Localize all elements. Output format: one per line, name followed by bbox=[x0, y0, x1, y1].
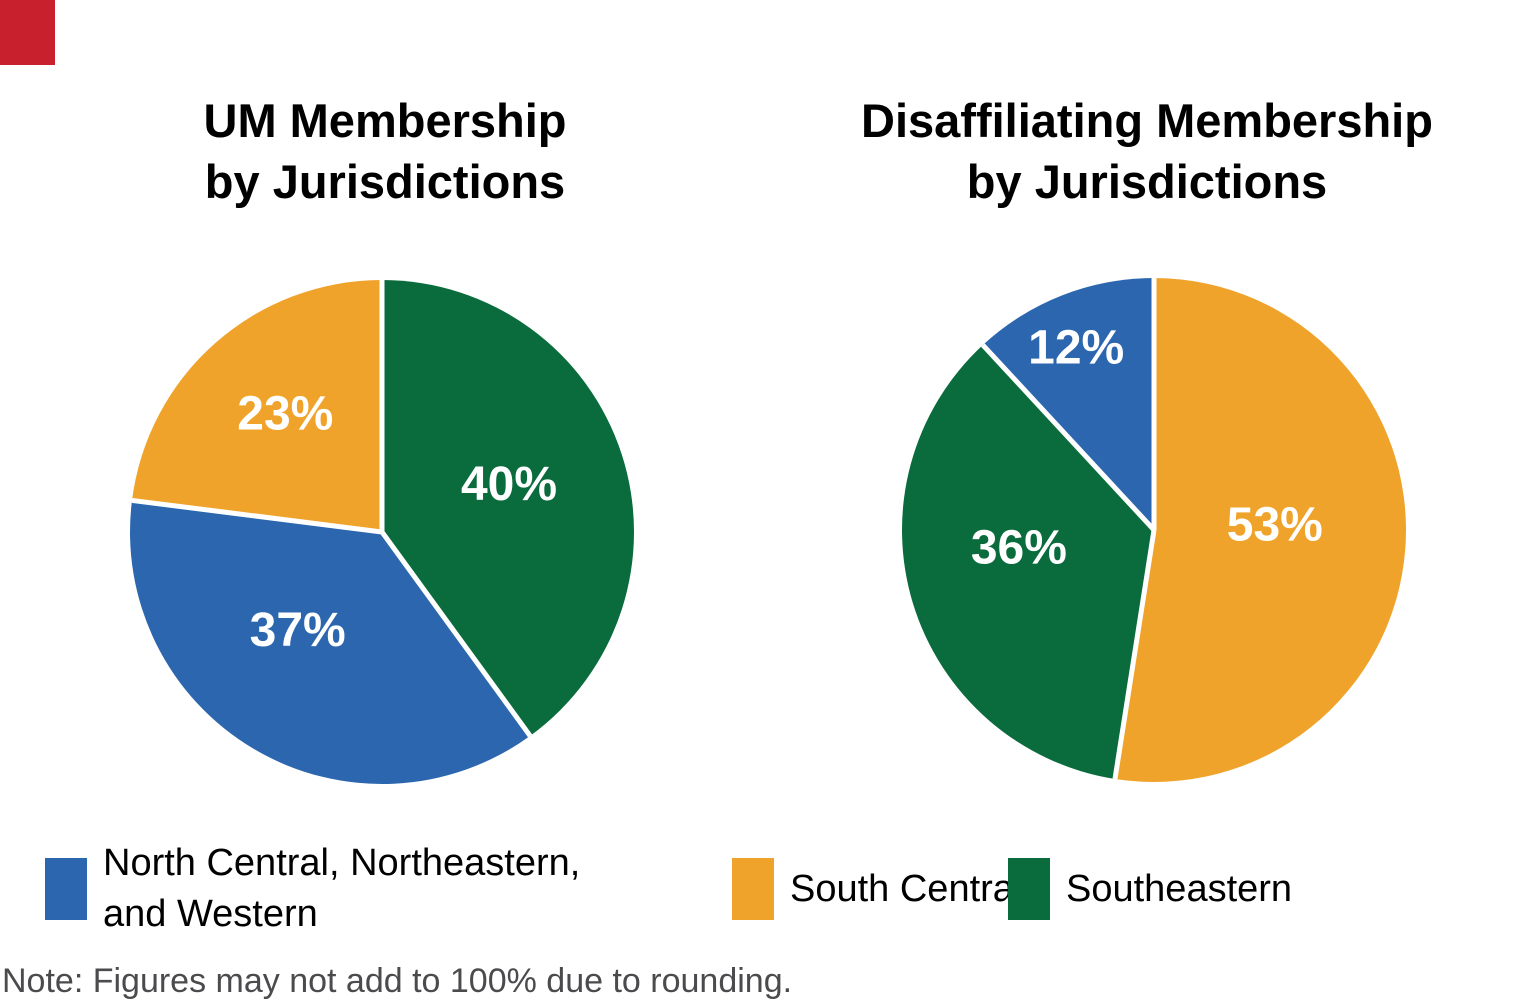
right-chart-title: Disaffiliating Membership by Jurisdictio… bbox=[758, 90, 1536, 212]
right-chart-title-line-1: Disaffiliating Membership bbox=[861, 94, 1433, 147]
legend-swatch-green bbox=[1008, 858, 1050, 920]
legend-label-south-central: South Central bbox=[790, 864, 1022, 915]
pie-slice-blue bbox=[130, 500, 531, 784]
legend-item-north-central: North Central, Northeastern, and Western bbox=[45, 839, 580, 939]
right-chart-title-line-2: by Jurisdictions bbox=[966, 155, 1328, 208]
slice-separator-line bbox=[981, 343, 1156, 532]
pie-chart-disaffiliating-membership: 53% 36% 12% bbox=[902, 278, 1406, 782]
slice-separator-line bbox=[131, 497, 383, 535]
pie-slice-orange bbox=[1114, 278, 1406, 782]
pie-chart-um-membership: 40% 37% 23% bbox=[130, 280, 634, 784]
pie-slice-label: 12% bbox=[1028, 322, 1124, 375]
pie-slice-label: 53% bbox=[1227, 499, 1323, 552]
left-chart-title-line-2: by Jurisdictions bbox=[204, 155, 566, 208]
pie-slice-label: 37% bbox=[250, 604, 346, 657]
footnote: Note: Figures may not add to 100% due to… bbox=[2, 962, 793, 1000]
slice-separator-line bbox=[1112, 529, 1157, 780]
pie-slice-blue bbox=[982, 278, 1154, 530]
legend-swatch-orange bbox=[732, 858, 774, 920]
left-chart-title: UM Membership by Jurisdictions bbox=[0, 90, 770, 212]
pie-slice-green bbox=[902, 345, 1154, 779]
pie-slice-green bbox=[382, 280, 634, 736]
legend-label-north-central: North Central, Northeastern, and Western bbox=[103, 838, 580, 940]
pie-slice-label: 36% bbox=[971, 522, 1067, 575]
pie-slice-label: 40% bbox=[461, 458, 557, 511]
legend-label-line: North Central, Northeastern, bbox=[103, 842, 581, 884]
legend-label-line: Southeastern bbox=[1066, 867, 1293, 910]
pie-slice-orange bbox=[131, 280, 382, 532]
left-chart-title-line-1: UM Membership bbox=[203, 94, 567, 147]
pie-slice-label: 23% bbox=[237, 388, 333, 441]
corner-red-block bbox=[0, 0, 55, 65]
legend-swatch-blue bbox=[45, 858, 87, 920]
legend-label-southeastern: Southeastern bbox=[1066, 864, 1292, 915]
legend-label-line: South Central bbox=[790, 867, 1023, 910]
legend-item-south-central: South Central bbox=[732, 858, 1022, 920]
legend-label-line: and Western bbox=[103, 893, 318, 935]
legend-item-southeastern: Southeastern bbox=[1008, 858, 1292, 920]
slice-separator-line bbox=[379, 530, 533, 738]
